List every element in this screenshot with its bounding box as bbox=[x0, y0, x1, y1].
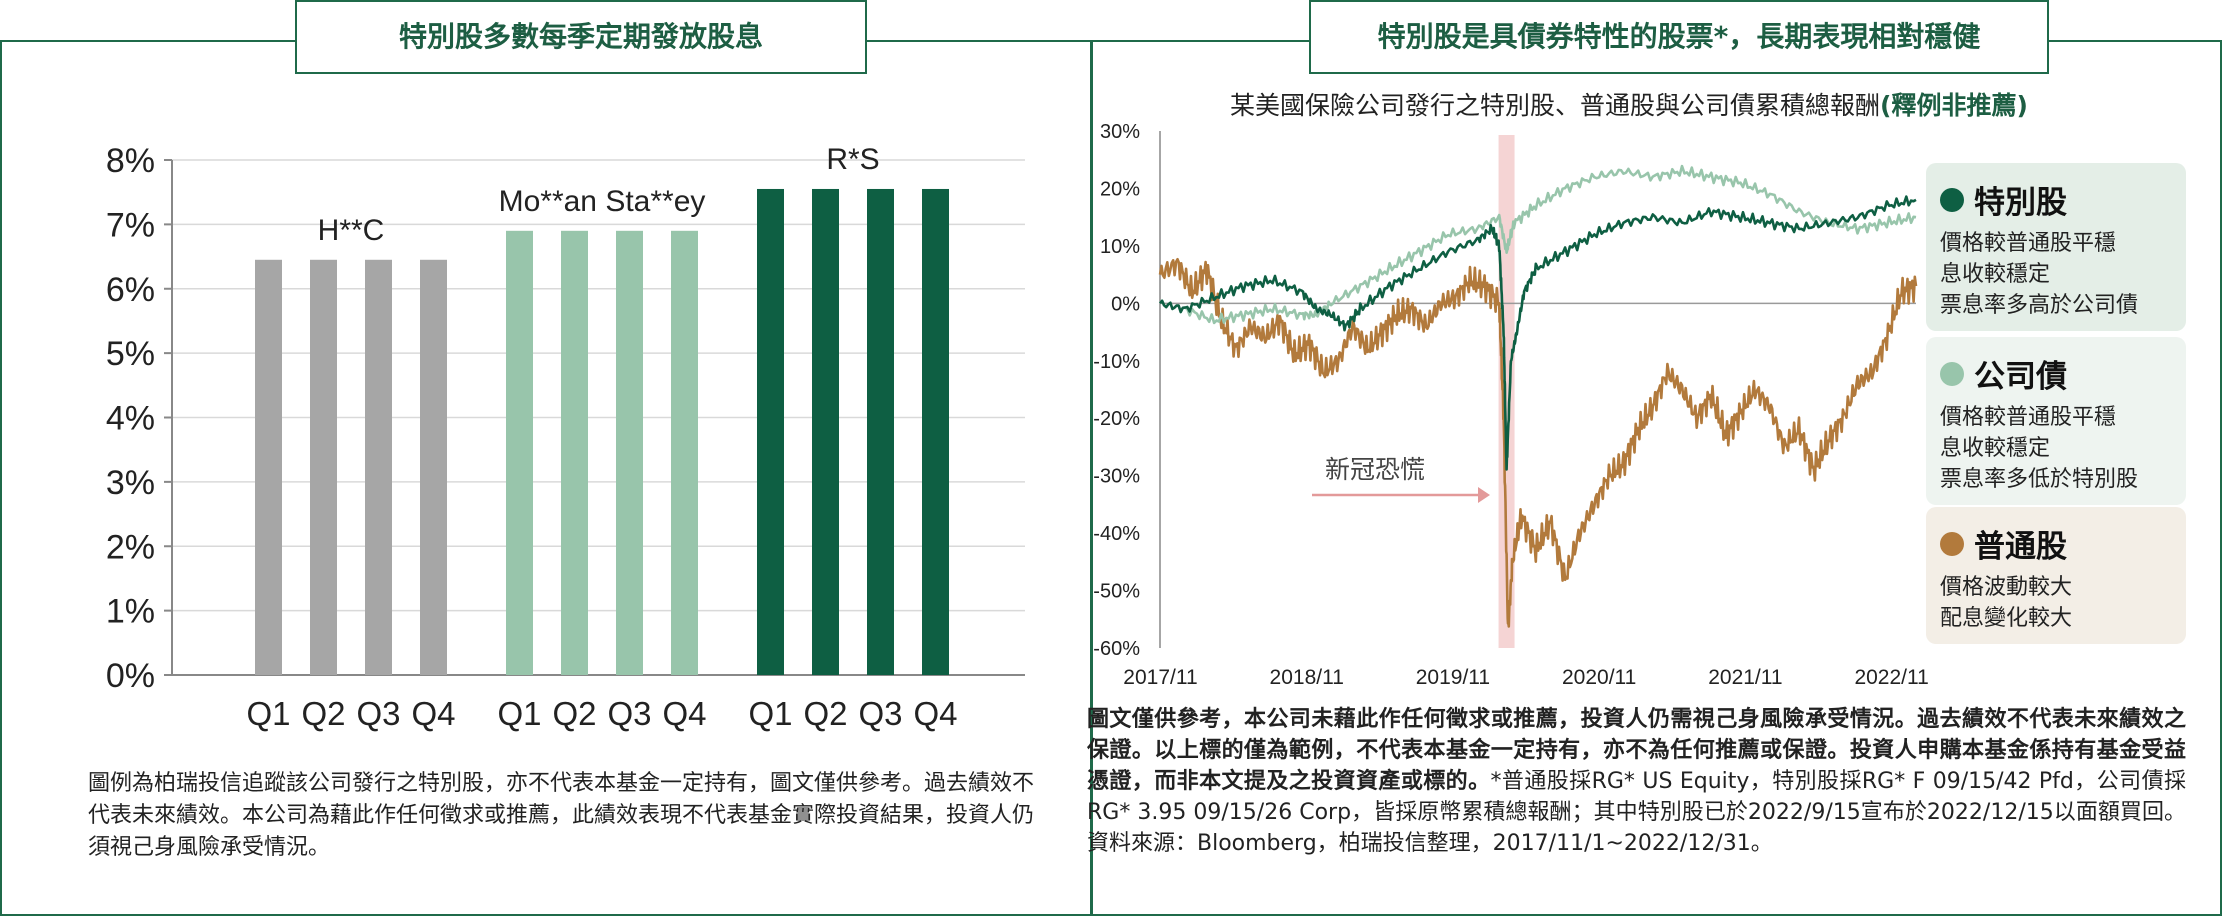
bar-y-tick-label: 6% bbox=[106, 271, 155, 309]
series-line-2 bbox=[1158, 257, 1918, 628]
right-disclaimer-bold: 圖文僅供參考，本公司未藉此作任何徵求或推薦，投資人仍需視己身風險承受情況。過去績… bbox=[1087, 707, 2186, 794]
line-y-tick-label: -40% bbox=[1093, 523, 1140, 545]
covid-annotation-label: 新冠恐慌 bbox=[1325, 455, 1425, 484]
bar-y-tick-label: 5% bbox=[106, 335, 155, 373]
bar bbox=[561, 230, 588, 675]
left-disclaimer: 圖例為柏瑞投信追蹤該公司發行之特別股，亦不代表本基金一定持有，圖文僅供參考。過去… bbox=[88, 771, 1035, 860]
legend-description: 票息率多高於公司債 bbox=[1940, 293, 2139, 318]
right-section-title: 特別股是具債券特性的股票*，長期表現相對穩健 bbox=[1309, 0, 2049, 74]
bar-group-label: R*S bbox=[826, 143, 879, 176]
line-chart-title-text: 某美國保險公司發行之特別股、普通股與公司債累積總報酬 bbox=[1230, 91, 1881, 120]
bar bbox=[255, 259, 282, 675]
covid-highlight-band bbox=[1498, 135, 1515, 648]
bar bbox=[310, 259, 337, 675]
line-chart-title: 某美國保險公司發行之特別股、普通股與公司債累積總報酬(釋例非推薦) bbox=[1230, 86, 2028, 122]
bar bbox=[420, 259, 447, 675]
legend-description: 價格較普通股平穩 bbox=[1940, 231, 2117, 256]
line-x-tick-label: 2021/11 bbox=[1708, 666, 1782, 689]
line-y-tick-label: -50% bbox=[1093, 581, 1140, 603]
bar-x-tick-label: Q2 bbox=[301, 695, 345, 732]
left-section-title: 特別股多數每季定期發放股息 bbox=[295, 0, 867, 74]
bar bbox=[812, 188, 839, 675]
line-y-tick-label: -10% bbox=[1093, 351, 1140, 373]
line-x-tick-label: 2020/11 bbox=[1562, 666, 1636, 689]
legend-box: 公司債價格較普通股平穩 息收較穩定票息率多低於特別股 bbox=[1926, 337, 2186, 505]
legend-description: 息收較穩定 bbox=[1940, 262, 2051, 287]
legend-dot-icon bbox=[1940, 361, 1964, 386]
series-line-0 bbox=[1159, 195, 1917, 471]
line-x-tick-label: 2019/11 bbox=[1416, 666, 1490, 689]
line-x-tick-label: 2018/11 bbox=[1270, 666, 1344, 689]
legend-title: 普通股 bbox=[1974, 529, 2067, 565]
dividend-bar-chart: 0% 1% 2% 3% 4% 5% 6% 7% 8% Q1 Q2 Q3 Q4 H**C Q1 Q2 Q3 Q4 Mo… bbox=[106, 142, 1025, 732]
legend-header: 普通股 bbox=[1940, 521, 2176, 566]
line-x-tick-label: 2022/11 bbox=[1854, 666, 1928, 689]
bar bbox=[922, 188, 949, 675]
legend-description: 價格波動較大 bbox=[1940, 575, 2073, 600]
legend-description: 息收較穩定 bbox=[1940, 436, 2051, 461]
bar-x-tick-label: Q3 bbox=[356, 695, 400, 732]
line-y-tick-label: -30% bbox=[1093, 466, 1140, 488]
right-disclaimer-plain: *普通股採RG* US Equity，特別股採RG* F 09/15/42 Pf… bbox=[1087, 769, 2186, 856]
legend-header: 特別股 bbox=[1940, 177, 2176, 222]
bar-x-tick-label: Q4 bbox=[662, 695, 706, 732]
bar bbox=[757, 188, 784, 675]
series-line-1 bbox=[1159, 164, 1917, 325]
bar bbox=[867, 188, 894, 675]
line-y-tick-label: -60% bbox=[1093, 638, 1140, 660]
legend-title: 特別股 bbox=[1974, 185, 2067, 221]
legend-description: 配息變化較大 bbox=[1940, 606, 2073, 631]
bar-x-tick-label: Q2 bbox=[552, 695, 596, 732]
bar-y-tick-label: 1% bbox=[106, 593, 155, 631]
bar-x-tick-label: Q1 bbox=[497, 695, 541, 732]
bar-y-tick-label: 4% bbox=[106, 400, 155, 438]
bar-x-tick-label: Q3 bbox=[858, 695, 902, 732]
right-disclaimer: 圖文僅供參考，本公司未藉此作任何徵求或推薦，投資人仍需視己身風險承受情況。過去績… bbox=[1087, 704, 2186, 859]
bar bbox=[671, 230, 698, 675]
legend-dot-icon bbox=[1940, 187, 1964, 212]
bar bbox=[616, 230, 643, 675]
covid-annotation-arrowhead bbox=[1478, 487, 1490, 503]
bar-x-tick-label: Q1 bbox=[748, 695, 792, 732]
legend-dot-icon bbox=[1940, 531, 1964, 556]
bar-x-tick-label: Q4 bbox=[411, 695, 455, 732]
bar bbox=[506, 230, 533, 675]
bar-x-tick-label: Q1 bbox=[246, 695, 290, 732]
legend-header: 公司債 bbox=[1940, 351, 2176, 396]
line-y-tick-label: 0% bbox=[1111, 293, 1140, 315]
legend-box: 普通股價格波動較大 配息變化較大 bbox=[1926, 507, 2186, 644]
line-y-tick-label: -20% bbox=[1093, 408, 1140, 430]
legend-description: 價格較普通股平穩 bbox=[1940, 405, 2117, 430]
line-x-tick-label: 2017/11 bbox=[1123, 666, 1197, 689]
bar-y-tick-label: 3% bbox=[106, 464, 155, 502]
bar-y-tick-label: 2% bbox=[106, 528, 155, 566]
bar-x-tick-label: Q4 bbox=[913, 695, 957, 732]
bar-group-label: H**C bbox=[318, 214, 385, 247]
bar bbox=[365, 259, 392, 675]
legend-description: 票息率多低於特別股 bbox=[1940, 467, 2139, 492]
line-y-tick-label: 10% bbox=[1100, 236, 1140, 258]
bar-group-label: Mo**an Sta**ey bbox=[499, 185, 706, 218]
bar-x-tick-label: Q2 bbox=[803, 695, 847, 732]
bar-x-tick-label: Q3 bbox=[607, 695, 651, 732]
legend-box: 特別股價格較普通股平穩 息收較穩定票息率多高於公司債 bbox=[1926, 163, 2186, 331]
bar-y-tick-label: 7% bbox=[106, 206, 155, 244]
legend-title: 公司債 bbox=[1974, 359, 2067, 395]
line-y-tick-label: 30% bbox=[1100, 121, 1140, 143]
line-chart-title-highlight: (釋例非推薦) bbox=[1880, 91, 2028, 120]
line-y-tick-label: 20% bbox=[1100, 178, 1140, 200]
bar-y-tick-label: 0% bbox=[106, 657, 155, 695]
bar-y-tick-label: 8% bbox=[106, 142, 155, 180]
